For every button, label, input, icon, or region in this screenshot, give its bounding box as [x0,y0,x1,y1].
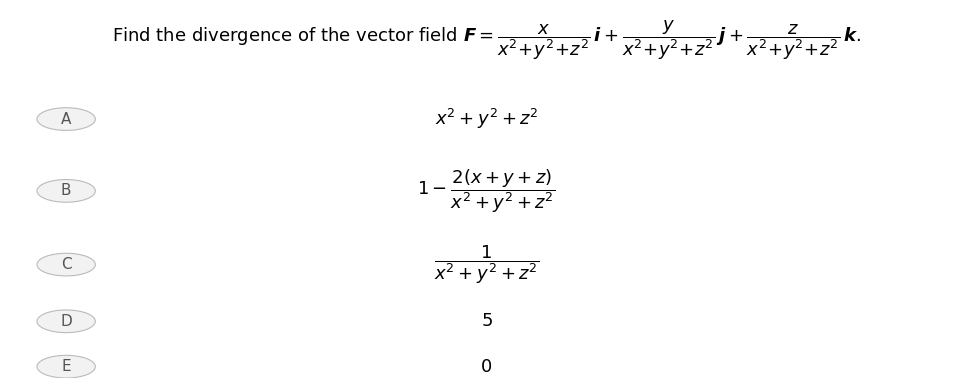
Text: $5$: $5$ [481,312,492,330]
Circle shape [37,108,95,130]
Text: Find the divergence of the vector field $\boldsymbol{F} = \dfrac{x}{x^2\!+\!y^2\: Find the divergence of the vector field … [112,18,861,62]
Circle shape [37,253,95,276]
Text: $\dfrac{1}{x^2+y^2+z^2}$: $\dfrac{1}{x^2+y^2+z^2}$ [434,243,539,286]
Text: $1 - \dfrac{2(x+y+z)}{x^2+y^2+z^2}$: $1 - \dfrac{2(x+y+z)}{x^2+y^2+z^2}$ [417,167,556,215]
Text: $0$: $0$ [481,358,492,376]
Circle shape [37,355,95,378]
Text: B: B [61,183,71,198]
Text: $x^2 + y^2 + z^2$: $x^2 + y^2 + z^2$ [435,107,538,131]
Text: E: E [61,359,71,374]
Circle shape [37,180,95,202]
Circle shape [37,310,95,333]
Text: A: A [61,112,71,127]
Text: C: C [61,257,71,272]
Text: D: D [60,314,72,329]
